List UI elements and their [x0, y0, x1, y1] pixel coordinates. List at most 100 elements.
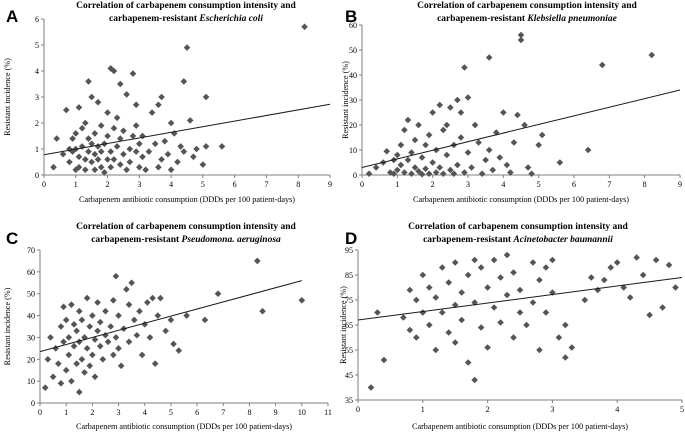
data-point [78, 316, 86, 324]
data-point [529, 299, 537, 306]
data-point [186, 117, 194, 124]
x-tick-label: 7 [607, 180, 611, 189]
data-point [581, 296, 589, 304]
data-point [652, 256, 660, 264]
data-point [141, 321, 149, 328]
data-point [422, 165, 429, 173]
data-point [86, 362, 94, 370]
data-point [115, 312, 122, 319]
y-tick-label: 75 [345, 296, 353, 305]
x-tick-label: 0 [356, 405, 360, 414]
x-tick-label: 6 [572, 180, 576, 189]
data-point [167, 166, 175, 174]
title-prefix: carbapenem-resistant [437, 14, 527, 24]
data-point [132, 101, 140, 109]
data-point [148, 109, 156, 116]
y-tick-label: 95 [345, 246, 353, 255]
x-tick-label: 1 [421, 405, 425, 414]
x-tick-label: 8 [247, 408, 251, 417]
data-point [500, 109, 507, 116]
data-point [555, 334, 563, 341]
x-tick-label: 4 [143, 408, 147, 417]
data-point [425, 321, 433, 329]
data-point [568, 344, 576, 351]
data-point [372, 164, 380, 171]
data-point [69, 135, 76, 142]
data-point [598, 61, 606, 69]
data-point [110, 67, 118, 75]
data-point [418, 170, 426, 178]
data-point [126, 145, 134, 153]
data-point [180, 78, 188, 85]
data-point [107, 323, 114, 330]
data-point [82, 119, 89, 127]
chart-title-line1: Correlation of carbapenem consumption in… [76, 1, 296, 11]
data-point [145, 148, 153, 155]
x-tick-label: 3 [117, 408, 121, 417]
data-point [126, 158, 134, 166]
data-point [443, 121, 451, 129]
data-point [190, 153, 197, 161]
data-point [510, 269, 517, 276]
data-point [432, 146, 440, 154]
data-point [162, 327, 169, 335]
data-point [535, 141, 542, 149]
data-point [73, 360, 80, 367]
data-point [73, 327, 80, 335]
data-point [436, 164, 444, 171]
data-point [429, 159, 436, 166]
x-tick-label: 2 [90, 408, 94, 417]
data-point [408, 149, 415, 156]
data-point [411, 136, 419, 144]
y-tick-label: 40 [27, 312, 35, 321]
y-tick-label: 50 [27, 290, 35, 299]
data-point [406, 286, 414, 294]
data-point [94, 143, 102, 150]
y-tick-label: 30 [349, 96, 357, 105]
data-point [183, 312, 190, 319]
data-point [562, 321, 569, 329]
y-tick-label: 55 [345, 346, 353, 355]
x-tick-label: 1 [74, 180, 78, 189]
data-point [400, 314, 407, 321]
data-point [510, 334, 517, 341]
data-point [62, 366, 70, 374]
data-point [454, 161, 461, 169]
data-point [214, 290, 222, 298]
data-point [120, 150, 127, 158]
data-point [594, 286, 602, 294]
x-tick-label: 2 [106, 180, 110, 189]
data-point [411, 164, 419, 171]
data-point [59, 150, 67, 158]
data-point [503, 251, 511, 259]
data-point [587, 274, 595, 281]
data-point [88, 93, 95, 101]
y-tick-label: 60 [349, 21, 357, 30]
data-point [556, 159, 564, 166]
data-point [418, 154, 426, 161]
data-point [102, 307, 109, 315]
data-point [425, 131, 433, 139]
data-point [458, 289, 465, 296]
data-point [151, 140, 159, 148]
data-point [113, 114, 121, 122]
y-axis-label: Resistant incidence (%) [3, 287, 12, 365]
x-tick-label: 0 [38, 408, 42, 417]
data-point [404, 156, 412, 164]
data-point [129, 70, 137, 77]
data-point [633, 254, 640, 261]
data-point [386, 169, 394, 176]
data-point [62, 316, 70, 324]
data-point [425, 170, 433, 178]
data-point [516, 286, 524, 294]
y-tick-label: 20 [27, 355, 35, 364]
data-point [401, 126, 408, 134]
data-point [75, 153, 83, 161]
data-point [85, 148, 92, 155]
data-point [161, 137, 169, 145]
x-tick-label: 3 [137, 180, 141, 189]
data-point [408, 170, 415, 178]
data-point [401, 169, 408, 176]
data-point [149, 294, 156, 302]
